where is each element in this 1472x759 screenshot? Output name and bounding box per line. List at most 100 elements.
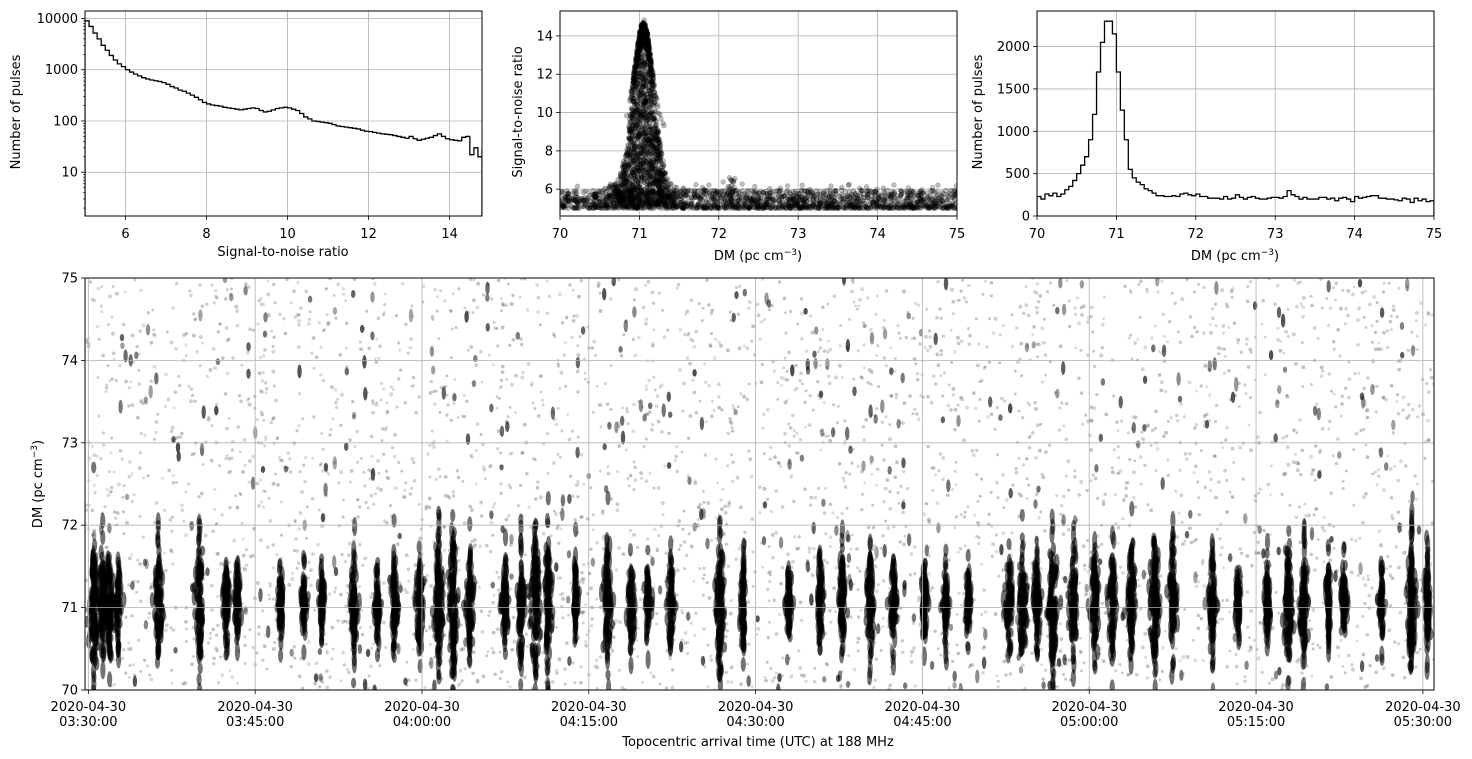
snr-vs-dm-point — [914, 199, 921, 205]
dm-vs-time-point — [758, 510, 762, 515]
snr-vs-dm-point — [758, 202, 764, 208]
snr-vs-dm-point — [628, 157, 634, 163]
dm-vs-time-point — [1077, 376, 1081, 380]
snr-vs-dm-point — [891, 191, 897, 197]
snr-vs-dm-point — [761, 203, 767, 209]
dm-vs-time-point — [1393, 640, 1397, 644]
snr-vs-dm-point — [888, 196, 894, 202]
snr-vs-dm-point — [656, 195, 662, 201]
snr-vs-dm-point — [881, 192, 887, 199]
snr-vs-dm-point — [875, 191, 882, 197]
dm-vs-time-point — [1221, 598, 1225, 603]
snr-vs-dm-point — [627, 128, 633, 134]
dm-vs-time-point — [1248, 636, 1251, 640]
snr-vs-dm-xtick-label: 70 — [552, 227, 569, 242]
dm-vs-time-point — [1280, 492, 1284, 496]
dm-vs-time-point — [880, 420, 885, 425]
dm-vs-time-point — [776, 380, 780, 385]
dm-vs-time-point — [726, 564, 731, 569]
snr-vs-dm-point — [872, 205, 878, 211]
snr-vs-dm-point — [923, 203, 930, 209]
snr-vs-dm-point — [793, 194, 800, 200]
snr-vs-dm-point — [778, 195, 785, 201]
snr-vs-dm-point — [800, 199, 806, 205]
dm-vs-time-point — [541, 531, 546, 536]
dm-vs-time-point — [797, 535, 801, 539]
snr-vs-dm-point — [643, 69, 649, 75]
snr-vs-dm-point — [596, 195, 602, 202]
snr-vs-dm-point — [725, 200, 731, 206]
snr-vs-dm-point — [937, 193, 944, 199]
snr-vs-dm-point — [628, 203, 635, 209]
snr-vs-dm-point — [944, 196, 950, 203]
snr-vs-dm-ytick-label: 8 — [545, 144, 553, 159]
snr-vs-dm-point — [603, 199, 610, 205]
snr-vs-dm-point — [857, 205, 864, 211]
dm-vs-time-point — [287, 582, 292, 587]
snr-vs-dm-point — [720, 202, 726, 208]
dm-vs-time-point — [939, 353, 943, 357]
dm-vs-time-point — [240, 521, 244, 525]
snr-vs-dm-point — [755, 193, 761, 199]
snr-vs-dm-point — [641, 133, 647, 139]
snr-vs-dm-point — [755, 205, 761, 211]
dm-vs-time-point — [1320, 306, 1324, 310]
dm-vs-time-point — [658, 682, 662, 686]
snr-vs-dm-point — [751, 199, 757, 205]
dm-vs-time-point — [1143, 463, 1147, 468]
snr-vs-dm-point — [904, 197, 910, 203]
snr-vs-dm-point — [865, 189, 871, 195]
dm-vs-time-point — [745, 662, 749, 666]
snr-vs-dm-point — [670, 200, 676, 206]
dm-vs-time-point — [232, 538, 237, 543]
snr-vs-dm-point — [939, 189, 945, 196]
snr-vs-dm-point — [764, 191, 770, 197]
dm-vs-time-point — [1025, 497, 1029, 501]
dm-vs-time-point — [880, 443, 884, 447]
dm-vs-time-point — [1322, 560, 1326, 564]
snr-vs-dm-point — [576, 205, 582, 211]
snr-vs-dm-point — [948, 187, 954, 194]
dm-vs-time-point — [331, 417, 335, 421]
dm-vs-time-point — [497, 396, 501, 401]
dm-vs-time-point — [779, 464, 783, 469]
dm-vs-time-point — [1396, 510, 1401, 514]
dm-vs-time-point — [160, 476, 165, 480]
dm-vs-time-point — [1184, 457, 1189, 462]
dm-vs-time-point — [812, 679, 817, 684]
snr-vs-dm-point — [705, 202, 711, 208]
snr-vs-dm-point — [799, 205, 805, 211]
snr-histogram-ytick-label: 1000 — [45, 63, 78, 78]
snr-vs-dm-point — [593, 194, 599, 200]
snr-vs-dm-point — [919, 190, 925, 196]
snr-vs-dm-point — [904, 192, 911, 198]
dm-vs-time-point — [248, 327, 252, 331]
snr-vs-dm-point — [752, 205, 758, 211]
dm-vs-time-point — [913, 684, 918, 688]
dm-vs-time-point — [230, 287, 233, 291]
dm-histogram-ylabel: Number of pulses — [971, 54, 986, 169]
snr-vs-dm-xtick-label: 74 — [869, 227, 886, 242]
dm-vs-time-point — [874, 312, 878, 316]
snr-vs-dm-point — [670, 204, 676, 210]
dm-vs-time-point — [859, 608, 863, 612]
snr-vs-dm-point — [744, 198, 751, 204]
dm-vs-time-point — [1024, 284, 1028, 289]
dm-vs-time-point — [171, 474, 175, 478]
dm-vs-time-point — [1236, 338, 1241, 342]
snr-vs-dm-point — [634, 204, 640, 210]
snr-vs-dm-point — [907, 201, 913, 207]
dm-vs-time-point — [902, 401, 907, 406]
dm-vs-time-point — [572, 314, 576, 318]
dm-vs-time-point — [873, 678, 877, 683]
dm-vs-time-point — [731, 479, 735, 483]
snr-vs-dm-point — [836, 204, 842, 210]
snr-vs-dm-point — [824, 202, 830, 208]
snr-vs-dm-point — [625, 199, 631, 205]
snr-vs-dm-point — [851, 202, 857, 208]
snr-vs-dm-point — [828, 203, 834, 209]
snr-vs-dm-point — [818, 205, 824, 211]
snr-vs-dm-point — [582, 202, 588, 208]
snr-vs-dm-point — [797, 197, 803, 203]
dm-vs-time-point — [681, 409, 685, 413]
